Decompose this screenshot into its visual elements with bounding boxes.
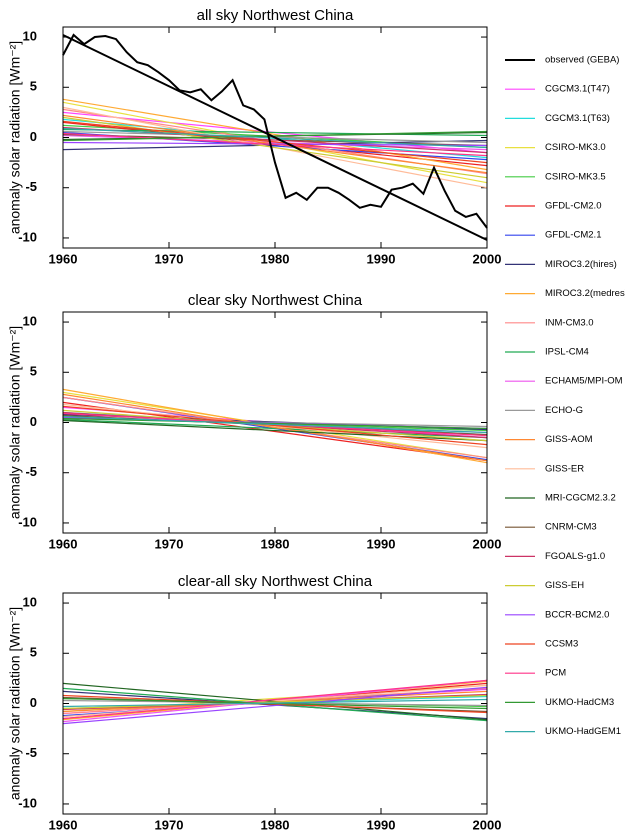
- y-tick-label: -10: [18, 514, 37, 529]
- x-tick-label: 1970: [155, 251, 184, 266]
- series-line: [62, 405, 488, 446]
- y-tick-label: 0: [30, 129, 37, 144]
- x-tick-label: 2000: [473, 536, 502, 551]
- y-tick-label: -10: [18, 229, 37, 244]
- y-axis-label: anomaly solar radiation [Wm⁻²]: [7, 41, 23, 234]
- legend-label: ECHO-G: [545, 405, 583, 416]
- x-tick-label: 1960: [49, 817, 78, 832]
- series-line: [62, 130, 488, 142]
- chart-title: all sky Northwest China: [197, 7, 354, 24]
- legend-label: MIROC3.2(medres): [545, 288, 625, 299]
- legend-label: CSIRO-MK3.5: [545, 171, 606, 182]
- x-tick-label: 1970: [155, 536, 184, 551]
- y-tick-label: -5: [25, 464, 37, 479]
- chart-title: clear-all sky Northwest China: [178, 573, 373, 590]
- series-line: [62, 679, 488, 720]
- legend-label: CGCM3.1(T47): [545, 84, 610, 95]
- legend-label: CSIRO-MK3.0: [545, 142, 606, 153]
- y-axis-label: anomaly solar radiation [Wm⁻²]: [7, 607, 23, 800]
- x-tick-label: 2000: [473, 251, 502, 266]
- x-tick-label: 1970: [155, 817, 184, 832]
- legend-label: INM-CM3.0: [545, 317, 594, 328]
- series-line: [62, 33, 488, 229]
- x-tick-label: 1990: [367, 817, 396, 832]
- legend-label: UKMO-HadGEM1: [545, 726, 621, 737]
- y-tick-label: 10: [23, 28, 37, 43]
- legend-label: ECHAM5/MPI-OM: [545, 376, 623, 387]
- x-tick-label: 2000: [473, 817, 502, 832]
- series-line: [62, 694, 488, 710]
- legend-label: GISS-AOM: [545, 434, 593, 445]
- x-tick-label: 1980: [261, 536, 290, 551]
- x-tick-label: 1960: [49, 536, 78, 551]
- legend-label: GISS-EH: [545, 580, 584, 591]
- plot-frame: [62, 26, 488, 249]
- series-line: [62, 417, 488, 430]
- x-tick-label: 1960: [49, 251, 78, 266]
- y-axis-label: anomaly solar radiation [Wm⁻²]: [7, 326, 23, 519]
- series-line: [62, 132, 488, 157]
- plot-frame: [62, 311, 488, 534]
- series-line: [62, 415, 488, 434]
- y-tick-label: 10: [23, 313, 37, 328]
- legend-label: GFDL-CM2.0: [545, 201, 601, 212]
- series-line: [62, 393, 488, 462]
- series-line: [62, 128, 488, 137]
- y-tick-label: -10: [18, 795, 37, 810]
- x-tick-label: 1990: [367, 251, 396, 266]
- series-line: [62, 34, 488, 241]
- series-line: [62, 418, 488, 439]
- y-tick-label: 5: [30, 645, 37, 660]
- x-tick-label: 1980: [261, 817, 290, 832]
- y-tick-label: 0: [30, 414, 37, 429]
- legend-label: observed (GEBA): [545, 55, 619, 66]
- x-tick-label: 1990: [367, 536, 396, 551]
- chart-title: clear sky Northwest China: [188, 292, 363, 309]
- legend-label: MIROC3.2(hires): [545, 259, 617, 270]
- legend-label: FGOALS-g1.0: [545, 551, 605, 562]
- series-line: [62, 98, 488, 171]
- series-line: [62, 116, 488, 179]
- series-line: [62, 419, 488, 442]
- legend-label: MRI-CGCM2.3.2: [545, 493, 616, 504]
- y-tick-label: 0: [30, 695, 37, 710]
- legend-label: PCM: [545, 668, 566, 679]
- y-tick-label: 5: [30, 79, 37, 94]
- legend-label: GFDL-CM2.1: [545, 230, 601, 241]
- legend-label: IPSL-CM4: [545, 347, 589, 358]
- legend-label: GISS-ER: [545, 463, 584, 474]
- y-tick-label: -5: [25, 179, 37, 194]
- x-tick-label: 1980: [261, 251, 290, 266]
- legend-label: UKMO-HadCM3: [545, 697, 614, 708]
- series-line: [62, 698, 488, 708]
- plot-frame: [62, 592, 488, 815]
- series-line: [62, 120, 488, 164]
- y-tick-label: -5: [25, 745, 37, 760]
- legend-label: CCSM3: [545, 639, 578, 650]
- series-line: [62, 686, 488, 725]
- y-tick-label: 5: [30, 364, 37, 379]
- legend-label: CGCM3.1(T63): [545, 113, 610, 124]
- y-tick-label: 10: [23, 594, 37, 609]
- legend-label: CNRM-CM3: [545, 522, 597, 533]
- legend-label: BCCR-BCM2.0: [545, 609, 609, 620]
